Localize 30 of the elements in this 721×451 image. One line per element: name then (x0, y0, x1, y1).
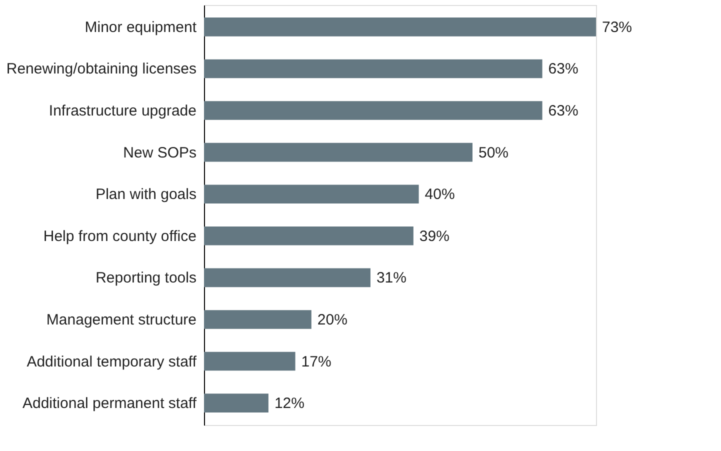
bar (204, 352, 296, 371)
y-tick-label: Plan with goals (96, 186, 196, 204)
y-tick-label: Help from county office (43, 228, 196, 245)
data-label: 73% (602, 18, 632, 36)
bar (204, 59, 542, 78)
data-label: 40% (424, 186, 455, 204)
data-label: 63% (548, 102, 578, 120)
bar (204, 142, 472, 162)
bar (204, 394, 268, 412)
bar (204, 18, 596, 36)
bar (204, 101, 542, 120)
y-tick-label: Management structure (46, 311, 196, 328)
y-tick-label: Minor equipment (84, 18, 198, 36)
data-label: 17% (301, 353, 332, 370)
data-label: 20% (317, 311, 348, 328)
data-label: 39% (419, 228, 450, 245)
y-tick-label: Additional temporary staff (26, 353, 198, 370)
data-label: 50% (478, 144, 509, 162)
y-tick-label: New SOPs (123, 144, 196, 162)
data-label: 31% (376, 270, 406, 287)
data-label: 63% (548, 60, 578, 78)
data-label: 12% (274, 395, 304, 412)
bar (204, 310, 312, 329)
bar (204, 184, 419, 204)
y-tick-label: Infrastructure upgrade (48, 102, 196, 120)
bar (204, 226, 414, 246)
y-tick-label: Reporting tools (96, 270, 196, 287)
y-tick-label: Additional permanent staff (22, 395, 198, 412)
y-tick-label: Renewing/obtaining licenses (6, 60, 196, 78)
bar (204, 268, 370, 288)
